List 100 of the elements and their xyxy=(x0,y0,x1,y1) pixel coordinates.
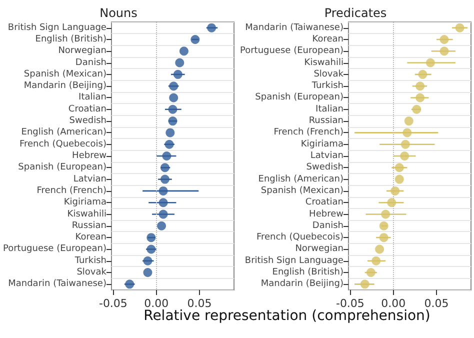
point xyxy=(387,198,396,208)
point xyxy=(162,152,172,160)
point xyxy=(168,104,178,114)
x-tick-label: -0.05 xyxy=(336,297,364,310)
y-tick-label: Hebrew xyxy=(72,151,106,161)
point xyxy=(400,152,410,160)
point xyxy=(179,46,188,56)
chart-title: Nouns xyxy=(100,6,138,20)
y-tick-label: Spanish (Mexican) xyxy=(24,69,106,80)
point xyxy=(366,268,376,278)
y-tick-label: Latvian xyxy=(73,174,106,184)
point xyxy=(146,233,156,242)
point xyxy=(125,280,134,289)
y-tick-label: English (British) xyxy=(272,268,344,278)
y-tick-label: British Sign Language xyxy=(8,22,107,33)
y-tick-label: Turkish xyxy=(310,81,344,92)
y-tick-label: Spanish (European) xyxy=(18,162,106,173)
point xyxy=(381,210,390,219)
point xyxy=(360,280,370,289)
y-tick-label: Swedish xyxy=(306,162,344,173)
point xyxy=(190,34,200,44)
x-tick-label: -0.05 xyxy=(98,297,128,310)
point xyxy=(400,140,410,149)
y-tick-label: French (Quebecois) xyxy=(256,232,344,243)
point xyxy=(375,244,384,254)
point xyxy=(175,58,184,68)
x-tick-label: 0.00 xyxy=(381,297,406,310)
y-tick-label: Hebrew xyxy=(309,209,344,220)
point xyxy=(160,163,170,172)
y-tick-label: English (British) xyxy=(35,34,106,44)
y-tick-label: Portuguese (European) xyxy=(2,244,106,254)
point xyxy=(158,198,168,208)
point xyxy=(166,128,175,138)
x-tick-label: 0.00 xyxy=(144,297,169,310)
point xyxy=(143,268,152,278)
point xyxy=(146,244,156,254)
y-tick-label: Mandarin (Taiwanese) xyxy=(8,279,106,290)
point xyxy=(416,82,425,91)
y-tick-label: British Sign Language xyxy=(244,256,344,266)
y-tick-label: Spanish (European) xyxy=(255,92,344,103)
point xyxy=(418,70,428,79)
point xyxy=(390,186,400,196)
point xyxy=(455,23,464,32)
y-tick-label: Russian xyxy=(72,220,106,231)
y-tick-label: Korean xyxy=(312,34,344,44)
y-tick-label: Danish xyxy=(312,220,344,231)
y-tick-label: Croatian xyxy=(305,198,344,208)
y-tick-label: Kiswahili xyxy=(67,209,106,220)
point xyxy=(404,116,414,126)
y-tick-label: Italian xyxy=(78,92,106,103)
point xyxy=(168,116,178,126)
y-tick-label: Kiswahili xyxy=(304,58,344,68)
chart-title: Predicates xyxy=(324,6,387,20)
y-tick-label: Korean xyxy=(75,232,106,243)
point xyxy=(416,93,425,102)
y-tick-label: Slovak xyxy=(314,69,344,80)
point xyxy=(440,46,449,56)
point xyxy=(173,70,182,79)
y-tick-label: Spanish (Mexican) xyxy=(260,186,344,196)
point xyxy=(379,233,388,242)
y-tick-label: Slovak xyxy=(76,268,108,278)
y-tick-label: English (American) xyxy=(258,174,344,184)
y-tick-label: Norwegian xyxy=(295,244,344,254)
y-tick-label: Swedish xyxy=(69,116,106,126)
y-tick-label: Latvian xyxy=(310,151,344,161)
y-tick-label: Danish xyxy=(75,58,106,68)
point xyxy=(169,93,178,102)
x-tick-label: 0.05 xyxy=(424,297,449,310)
y-tick-label: Mandarin (Beijing) xyxy=(260,279,344,290)
y-tick-label: Turkish xyxy=(74,256,106,266)
point xyxy=(207,23,216,32)
y-tick-label: Italian xyxy=(316,104,344,114)
point xyxy=(379,221,388,230)
y-tick-label: English (American) xyxy=(21,128,106,138)
point xyxy=(394,174,404,184)
point xyxy=(412,104,422,114)
y-tick-label: Norwegian xyxy=(58,46,106,56)
point xyxy=(158,210,168,219)
y-tick-label: Kigiriama xyxy=(64,198,106,208)
x-tick-label: 0.05 xyxy=(187,297,212,310)
y-tick-label: Portuguese (European) xyxy=(240,46,344,56)
y-tick-label: Mandarin (Taiwanese) xyxy=(245,22,344,33)
point xyxy=(157,221,166,230)
point xyxy=(169,82,178,91)
point xyxy=(143,256,152,266)
point xyxy=(402,128,412,138)
point xyxy=(164,140,174,149)
point xyxy=(394,163,404,172)
point xyxy=(372,256,381,266)
point xyxy=(440,34,449,44)
point xyxy=(160,174,170,184)
x-axis-title: Relative representation (comprehension) xyxy=(144,308,430,324)
y-tick-label: Croatian xyxy=(68,104,106,114)
y-tick-label: Russian xyxy=(308,116,344,126)
y-tick-label: Kigiriama xyxy=(300,139,344,150)
y-tick-label: French (Quebecois) xyxy=(19,139,106,150)
y-tick-label: Mandarin (Beijing) xyxy=(24,81,106,92)
point xyxy=(158,186,168,196)
y-tick-label: French (French) xyxy=(274,128,344,138)
point xyxy=(426,58,435,68)
